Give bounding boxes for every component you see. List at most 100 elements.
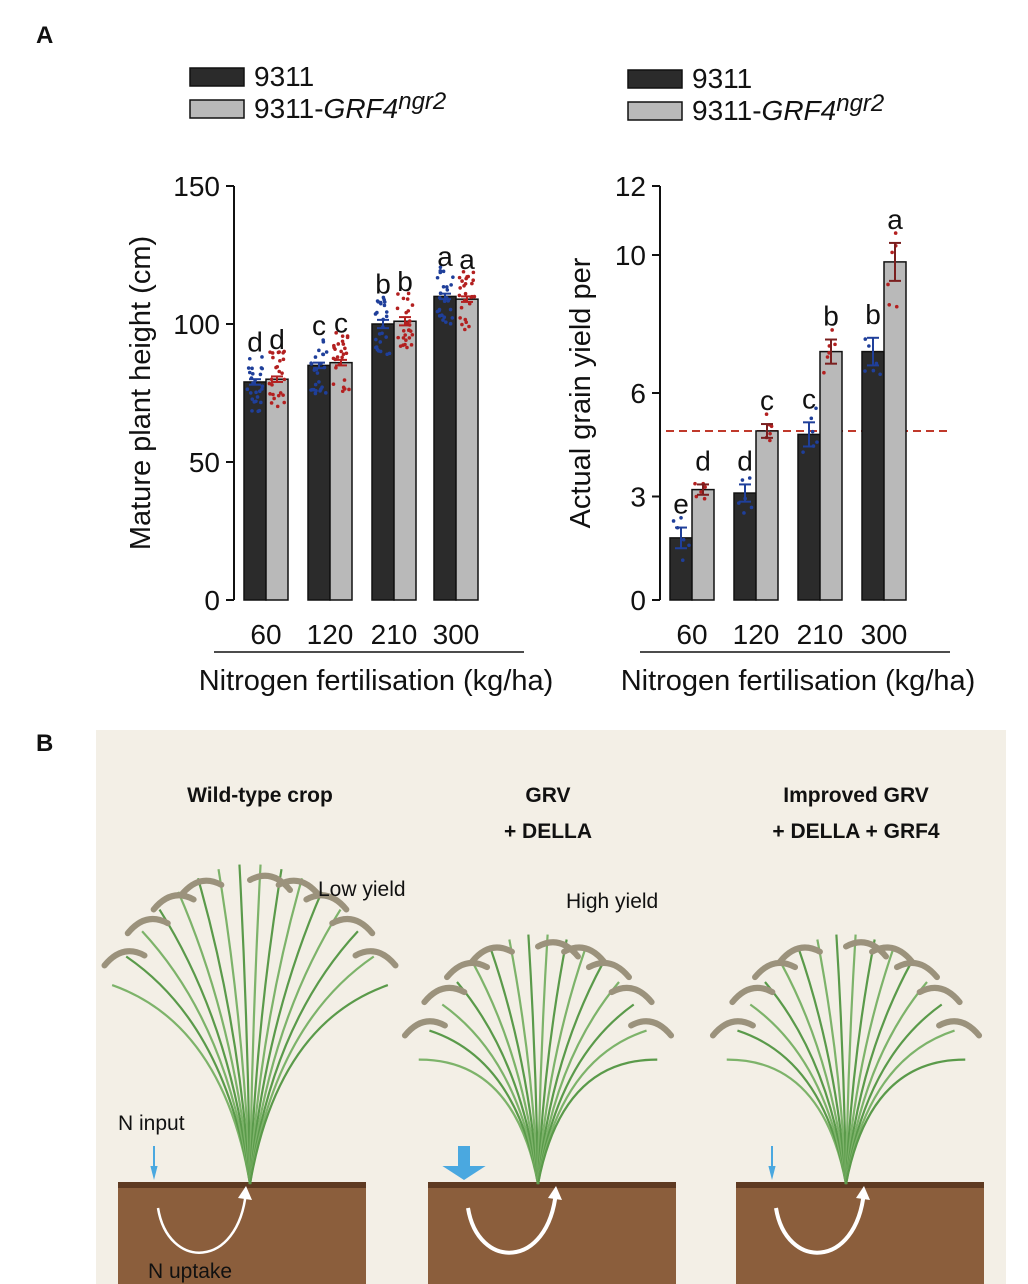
- sig-letter-1-1-3: a: [887, 204, 903, 235]
- y-tick-label-1-2: 6: [630, 378, 646, 409]
- plant-2-leaf-6: [816, 939, 848, 1185]
- dot-0-1-0-3: [282, 400, 287, 405]
- plant-0-panicle-6: [303, 892, 350, 913]
- y-tick-label-0-1: 50: [189, 447, 220, 478]
- dot-0-0-0-6: [250, 372, 255, 376]
- plant-1-leaf-15: [536, 1058, 658, 1185]
- y-axis-title-1: Actual grain yield per: [565, 257, 597, 528]
- dot-1-1-3-5: [894, 304, 899, 309]
- dot-0-1-2-18: [401, 328, 406, 333]
- n-input-label: N input: [118, 1112, 185, 1135]
- dot-1-0-3-2: [874, 361, 879, 366]
- plant-1-panicle-5: [561, 944, 608, 965]
- x-tick-label-0-0: 60: [250, 619, 281, 650]
- plant-2-panicle-6: [893, 959, 940, 981]
- dot-0-0-0-13: [250, 366, 254, 371]
- x-tick-label-0-2: 210: [371, 619, 418, 650]
- dot-0-1-1-23: [332, 345, 336, 350]
- dot-0-1-0-25: [271, 392, 275, 397]
- dot-0-1-0-23: [271, 355, 275, 360]
- dot-0-0-3-25: [437, 308, 441, 313]
- dot-0-0-3-20: [445, 285, 449, 289]
- dot-1-1-3-4: [890, 250, 894, 255]
- x-tick-label-1-2: 210: [797, 619, 844, 650]
- soil-0: [118, 1182, 366, 1284]
- dot-1-0-3-4: [867, 344, 871, 348]
- dot-1-0-0-1: [679, 515, 683, 520]
- dot-0-1-2-21: [410, 303, 415, 307]
- plant-2-leaf-8: [844, 934, 857, 1185]
- dot-0-1-2-13: [395, 306, 400, 311]
- dot-1-1-2-3: [827, 351, 831, 355]
- dot-0-0-3-15: [438, 268, 443, 273]
- dot-1-0-1-3: [747, 476, 752, 480]
- dot-0-1-0-4: [270, 351, 275, 355]
- yield-label-0: Low yield: [318, 878, 406, 901]
- plant-1-panicle-0: [401, 1018, 448, 1039]
- dot-0-0-3-19: [451, 275, 455, 279]
- dot-0-1-1-12: [345, 335, 350, 340]
- sig-letter-1-0-1: d: [737, 445, 753, 476]
- dot-0-0-0-23: [247, 370, 252, 375]
- panel-b-column-2: Improved GRV + DELLA + GRF4: [709, 784, 984, 1284]
- dot-0-1-3-18: [463, 317, 468, 322]
- dot-0-1-0-9: [267, 381, 272, 386]
- plant-0-leaf-15: [248, 984, 389, 1185]
- dot-0-0-1-12: [313, 382, 318, 387]
- sig-letter-1-0-2: c: [802, 383, 816, 414]
- panel-a-charts: 93119311-GRF4ngr293119311-GRF4ngr2050100…: [125, 61, 975, 697]
- dot-1-0-2-0: [801, 450, 805, 454]
- dot-0-1-2-7: [405, 345, 409, 350]
- dot-0-0-1-2: [313, 355, 318, 359]
- sig-letter-0-0-2: b: [375, 269, 391, 300]
- legend-swatch-wt: [627, 69, 683, 89]
- dot-0-1-0-1: [278, 359, 282, 363]
- dot-1-1-2-5: [825, 355, 830, 359]
- dot-0-1-3-19: [459, 305, 464, 310]
- dot-0-0-0-9: [259, 400, 263, 405]
- dot-1-1-0-0: [699, 490, 703, 494]
- plant-0-leaf-6: [217, 868, 252, 1185]
- dot-1-0-3-5: [863, 337, 868, 341]
- plant-0-leaf-2: [141, 930, 252, 1185]
- soil-1: [428, 1182, 676, 1284]
- dot-1-0-1-2: [749, 505, 754, 510]
- dot-0-0-3-16: [441, 269, 446, 274]
- dot-0-0-0-25: [257, 408, 262, 413]
- soil-top-1: [428, 1182, 676, 1188]
- plant-0-panicle-7: [329, 916, 376, 937]
- plant-1-leaf-5: [489, 948, 540, 1185]
- dot-0-1-2-2: [407, 319, 412, 323]
- sig-letter-0-1-2: b: [397, 266, 413, 297]
- dot-1-0-2-4: [809, 416, 814, 421]
- dot-0-0-1-10: [315, 371, 320, 375]
- uptake-arrow-0: [156, 1191, 248, 1254]
- y-tick-label-1-3: 10: [615, 240, 646, 271]
- dot-0-0-2-13: [385, 352, 389, 357]
- sig-letter-0-0-3: a: [437, 241, 453, 272]
- sig-letter-1-1-2: b: [823, 301, 839, 332]
- dot-1-1-0-4: [703, 485, 707, 489]
- x-tick-label-1-0: 60: [676, 619, 707, 650]
- dot-0-1-3-1: [471, 270, 476, 275]
- plant-0-leaf-7: [238, 864, 252, 1185]
- uptake-arrow-head-0: [238, 1186, 252, 1200]
- dot-1-1-2-4: [830, 328, 834, 332]
- n-uptake-label: N uptake: [148, 1260, 232, 1283]
- dot-0-0-0-22: [247, 356, 252, 361]
- dot-0-0-3-0: [449, 283, 453, 287]
- dot-0-0-1-24: [318, 389, 322, 393]
- dot-0-0-0-12: [258, 389, 262, 394]
- dot-0-0-0-0: [250, 397, 255, 401]
- plant-0-panicle-1: [124, 916, 171, 937]
- sig-letter-1-1-1: c: [760, 385, 774, 416]
- dot-0-1-2-19: [401, 296, 406, 301]
- input-arrow-1: [458, 1146, 470, 1166]
- y-tick-label-1-4: 12: [615, 171, 646, 202]
- sig-letter-0-1-3: a: [459, 244, 475, 275]
- dot-0-0-1-16: [313, 391, 318, 396]
- dot-1-0-0-4: [687, 543, 691, 548]
- dot-0-1-1-0: [334, 365, 338, 370]
- dot-0-1-0-13: [280, 371, 284, 375]
- dot-0-0-2-19: [384, 310, 389, 314]
